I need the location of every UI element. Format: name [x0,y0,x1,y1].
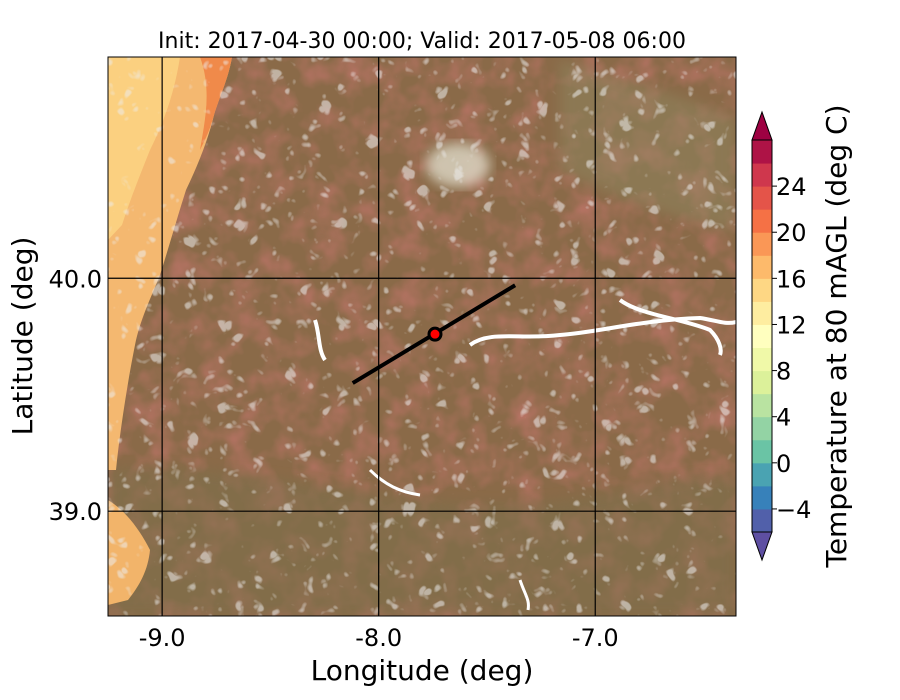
colorbar-band [752,140,772,164]
plot-title: Init: 2017-04-30 00:00; Valid: 2017-05-0… [158,29,686,54]
colorbar-band [752,508,772,533]
reservoir-south [518,579,530,611]
graticule [108,57,736,616]
colorbar-band [752,439,772,464]
colorbar-tick-label: 24 [776,173,807,201]
x-tick-label: -9.0 [139,624,186,652]
reservoir-east [618,298,723,356]
colorbar-tick-label: 4 [776,404,791,432]
contour-lines [108,57,736,616]
colorbar-band [752,370,772,395]
colorbar-tick-label: 16 [776,265,807,293]
colorbar-frame [751,139,773,533]
y-tick-label: 40.0 [49,265,102,293]
colorbar-band [752,163,772,187]
y-axis-label: Latitude (deg) [6,237,39,436]
colorbar-band [752,232,772,256]
colorbar-band [752,186,772,210]
colorbar-bands [752,140,772,533]
colorbar-label: Temperature at 80 mAGL (deg C) [820,104,853,568]
x-axis-ticks: -9.0 -8.0 -7.0 [139,624,619,652]
colorbar-band [752,209,772,233]
colorbar-band [752,485,772,510]
colorbar-tick-label: −4 [776,496,811,524]
colorbar-tick-label: 20 [776,219,807,247]
map-frame [107,56,737,617]
colorbar-tick-label: 0 [776,450,791,478]
map-area [108,57,736,616]
x-axis-label: Longitude (deg) [311,654,534,687]
colorbar-band [752,416,772,441]
colorbar-extend-min [751,531,773,562]
colorbar-band [752,324,772,349]
x-tick-label: -8.0 [355,624,402,652]
colorbar-band [752,393,772,418]
colorbar-band [752,347,772,372]
colorbar-tick-label: 12 [776,311,807,339]
colorbar: −4 0 4 8 12 16 20 24 Temperature at 80 mAGL (de… [751,104,853,569]
colorbar-band [752,278,772,302]
colorbar-extend-max [751,110,773,141]
y-axis-ticks: 40.0 39.0 [49,265,102,526]
colorbar-ticks: −4 0 4 8 12 16 20 24 [772,173,811,524]
x-tick-label: -7.0 [572,624,619,652]
reservoir-west [313,319,327,362]
colorbar-band [752,462,772,487]
colorbar-band [752,255,772,279]
reservoir-central-south [368,468,421,497]
y-tick-label: 39.0 [49,498,102,526]
river-tagus [468,315,736,347]
colorbar-tick-label: 8 [776,358,791,386]
colorbar-band [752,301,772,325]
site-marker [427,326,443,342]
